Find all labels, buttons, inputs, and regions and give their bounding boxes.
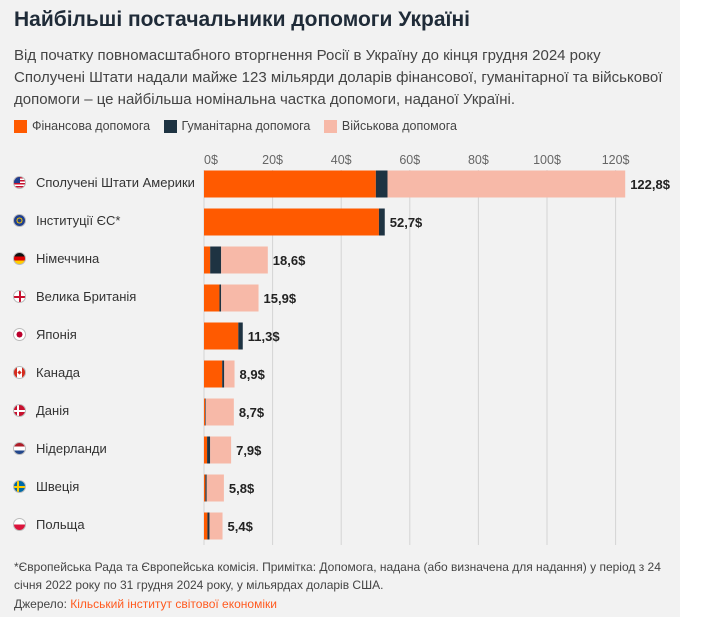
country-label: Японія	[36, 327, 77, 342]
bar-total-label: 5,4$	[228, 519, 254, 534]
country-label: Канада	[36, 365, 81, 380]
bar-total-label: 18,6$	[273, 253, 306, 268]
chart-footnote: *Європейська Рада та Європейська комісія…	[14, 560, 661, 592]
country-label: Інституції ЄС*	[36, 213, 121, 228]
bar-segment-financial	[204, 322, 239, 350]
country-label: Польща	[36, 517, 85, 532]
legend-swatch-humanitarian	[163, 119, 177, 133]
chart-title: Найбільші постачальники допомоги Україні	[14, 8, 470, 31]
x-tick-label: 100$	[533, 153, 561, 167]
bar-segment-humanitarian	[207, 512, 210, 540]
country-label: Сполучені Штати Америки	[36, 175, 195, 190]
chart-legend: Фінансова допомога Гуманітарна допомога …	[14, 119, 467, 136]
legend-item-humanitarian: Гуманітарна допомога	[163, 119, 311, 133]
netherlands-flag-icon	[13, 442, 26, 455]
chart-card: Найбільші постачальники допомоги Україні…	[0, 0, 680, 617]
country-label: Швеція	[36, 479, 80, 494]
bar-total-label: 8,7$	[239, 405, 265, 420]
bar-total-label: 52,7$	[390, 215, 423, 230]
bar-segment-humanitarian	[222, 360, 225, 388]
source-label: Джерело:	[14, 597, 67, 611]
country-label: Німеччина	[36, 251, 100, 266]
chart-source: Джерело: Кільський інститут світової еко…	[14, 597, 277, 611]
bar-segment-military	[205, 398, 234, 426]
bar-total-label: 122,8$	[630, 177, 671, 192]
bar-total-label: 15,9$	[264, 291, 297, 306]
bar-segment-humanitarian	[207, 436, 211, 464]
chart-subtitle: Від початку повномасштабного вторгнення …	[14, 47, 663, 108]
bar-segment-financial	[204, 512, 208, 540]
x-tick-label: 80$	[468, 153, 489, 167]
eu-flag-icon	[13, 214, 26, 227]
legend-label-military: Військова допомога	[341, 119, 457, 133]
legend-label-humanitarian: Гуманітарна допомога	[181, 119, 311, 133]
bar-segment-military	[206, 474, 224, 502]
bar-segment-humanitarian	[219, 284, 222, 312]
x-tick-label: 20$	[262, 153, 283, 167]
bar-segment-financial	[204, 474, 206, 502]
x-tick-label: 40$	[331, 153, 352, 167]
bar-total-label: 8,9$	[240, 367, 266, 382]
country-label: Велика Британія	[36, 289, 137, 304]
germany-flag-icon	[13, 252, 26, 265]
legend-swatch-financial	[14, 119, 27, 133]
bar-segment-financial	[204, 398, 206, 426]
bar-segment-financial	[204, 208, 379, 236]
sweden-flag-icon	[13, 480, 26, 493]
bar-segment-financial	[204, 436, 208, 464]
bar-segment-humanitarian	[205, 474, 207, 502]
bar-segment-financial	[204, 284, 220, 312]
legend-item-financial: Фінансова допомога	[14, 119, 150, 133]
us-flag-icon	[13, 176, 26, 189]
bar-total-label: 11,3$	[248, 329, 281, 344]
x-tick-label: 120$	[602, 153, 630, 167]
legend-label-financial: Фінансова допомога	[32, 119, 151, 133]
bar-segment-military	[221, 284, 259, 312]
bar-segment-financial	[204, 360, 223, 388]
japan-flag-icon	[13, 328, 26, 341]
legend-item-military: Військова допомога	[323, 119, 457, 133]
x-tick-label: 0$	[204, 153, 218, 167]
bar-segment-financial	[204, 246, 211, 274]
country-label: Нідерланди	[36, 441, 107, 456]
bar-segment-military	[210, 436, 232, 464]
bar-segment-military	[209, 512, 223, 540]
source-link[interactable]: Кільський інститут світової економіки	[70, 597, 277, 611]
country-label: Данія	[36, 403, 70, 418]
poland-flag-icon	[13, 518, 26, 531]
bar-segment-humanitarian	[205, 398, 206, 426]
bar-total-label: 5,8$	[229, 481, 255, 496]
uk-flag-icon	[13, 290, 26, 303]
x-tick-label: 60$	[399, 153, 420, 167]
canada-flag-icon	[13, 366, 26, 379]
bar-segment-military	[221, 246, 268, 274]
bar-segment-humanitarian	[210, 246, 222, 274]
denmark-flag-icon	[13, 404, 26, 417]
bar-chart: 0$ 20$ 40$ 60$ 80$ 100$ 120$122,8$ 52,7$ 18,6$ 15…	[203, 153, 671, 545]
legend-swatch-military	[323, 119, 337, 133]
bar-segment-military	[224, 360, 235, 388]
bar-total-label: 7,9$	[236, 443, 262, 458]
bar-segment-military	[387, 170, 626, 198]
bar-segment-humanitarian	[378, 208, 385, 236]
bar-segment-humanitarian	[375, 170, 388, 198]
bar-segment-humanitarian	[238, 322, 243, 350]
bar-segment-financial	[204, 170, 376, 198]
